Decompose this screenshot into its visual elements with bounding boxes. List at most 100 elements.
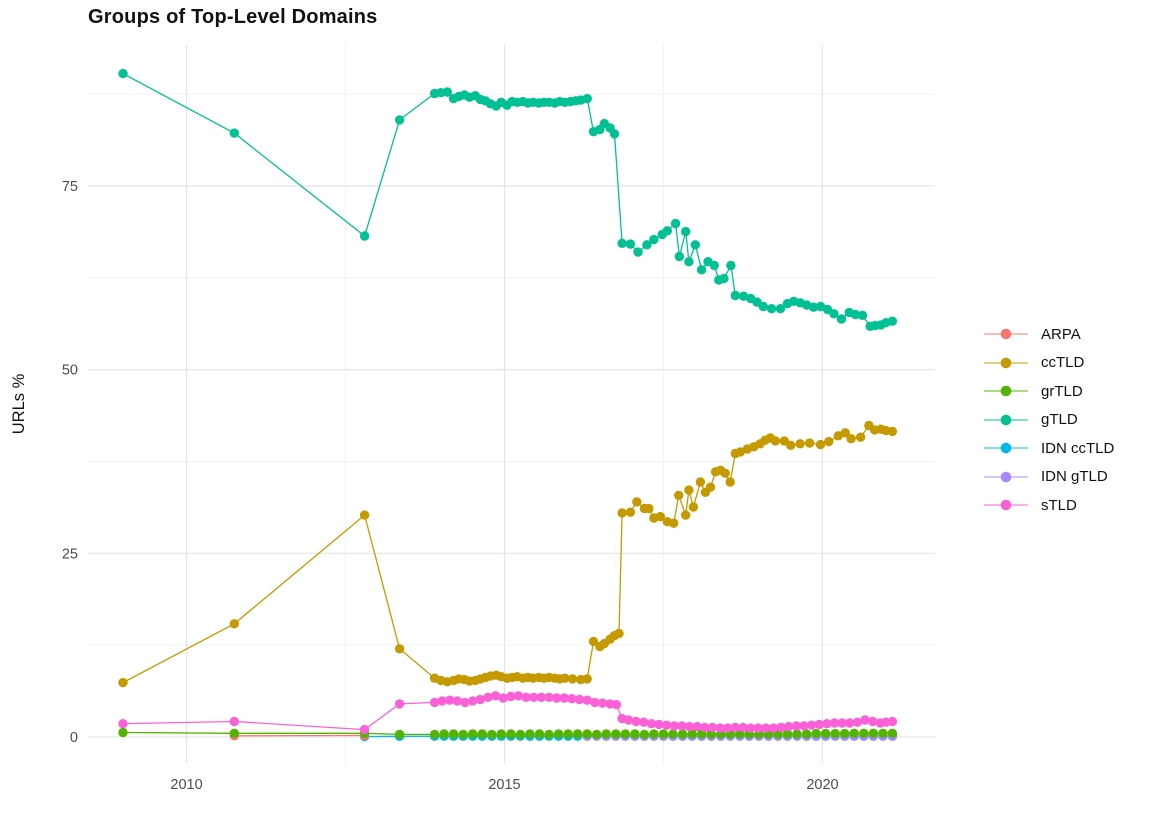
- data-point: [448, 729, 459, 739]
- x-tick-label: 2010: [170, 777, 202, 793]
- legend-item-ARPA: ARPA: [983, 320, 1114, 349]
- legend-item-ccTLD: ccTLD: [983, 349, 1114, 378]
- data-point: [720, 468, 730, 478]
- data-point: [521, 692, 531, 702]
- y-axis-title: URLs %: [10, 373, 28, 434]
- data-point: [632, 497, 642, 507]
- data-point: [850, 309, 861, 320]
- data-point: [684, 721, 695, 732]
- series-ARPA: [229, 730, 370, 741]
- data-point: [515, 729, 526, 740]
- data-point: [394, 699, 405, 709]
- data-point: [229, 128, 239, 138]
- legend-key-icon: [984, 499, 1028, 511]
- legend-label: IDN gTLD: [1041, 468, 1108, 486]
- data-point: [563, 729, 573, 739]
- data-point: [498, 693, 508, 703]
- data-point: [553, 729, 564, 739]
- series-line: [122, 695, 893, 731]
- data-point: [868, 728, 878, 738]
- data-point: [868, 716, 878, 727]
- data-point: [768, 723, 779, 733]
- data-point: [726, 260, 736, 271]
- series-line: [122, 424, 893, 684]
- data-point: [625, 239, 636, 249]
- data-point: [684, 257, 694, 267]
- legend-label: IDN ccTLD: [1041, 439, 1115, 457]
- data-point: [118, 68, 128, 79]
- data-point: [775, 304, 786, 314]
- data-point: [709, 260, 719, 271]
- data-point: [852, 717, 863, 727]
- data-point: [677, 721, 687, 731]
- legend-key-icon: [984, 442, 1028, 454]
- data-point: [786, 440, 796, 450]
- data-point: [229, 728, 239, 738]
- data-point: [687, 729, 697, 739]
- data-point: [536, 692, 547, 702]
- data-point: [696, 265, 707, 275]
- data-point: [808, 302, 819, 312]
- data-point: [695, 477, 706, 487]
- data-point: [359, 724, 370, 735]
- data-point: [658, 729, 669, 739]
- data-point: [592, 729, 602, 740]
- series-line: [122, 73, 893, 327]
- data-point: [840, 428, 850, 438]
- data-point: [815, 439, 826, 450]
- data-point: [394, 115, 405, 125]
- data-point: [559, 693, 569, 703]
- legend-label: ccTLD: [1041, 354, 1085, 372]
- data-point: [674, 490, 684, 500]
- data-point: [674, 251, 685, 262]
- data-point: [551, 693, 562, 703]
- data-point: [359, 231, 370, 241]
- data-point: [639, 729, 650, 740]
- data-point: [625, 507, 636, 517]
- data-point: [799, 721, 809, 731]
- data-point: [544, 692, 554, 702]
- data-point: [730, 722, 740, 733]
- data-point: [887, 316, 898, 326]
- data-point: [118, 719, 128, 729]
- data-point: [567, 694, 577, 704]
- data-point: [442, 87, 452, 97]
- data-point: [437, 696, 447, 706]
- data-point: [496, 729, 506, 739]
- data-point: [669, 721, 679, 731]
- data-point: [475, 694, 485, 705]
- legend-item-grTLD: grTLD: [983, 377, 1114, 406]
- data-point: [118, 677, 128, 688]
- chart-title: Groups of Top-Level Domains: [88, 6, 378, 28]
- data-point: [477, 729, 487, 739]
- legend-item-IDN-ccTLD: IDN ccTLD: [983, 434, 1114, 463]
- x-tick-label: 2015: [488, 777, 520, 793]
- data-point: [582, 695, 592, 705]
- data-point: [574, 694, 585, 705]
- data-point: [836, 314, 847, 324]
- data-point: [611, 699, 622, 710]
- data-point: [745, 723, 756, 733]
- data-point: [529, 692, 539, 702]
- data-point: [688, 502, 699, 512]
- legend-label: ARPA: [1041, 325, 1081, 343]
- data-point: [601, 729, 611, 739]
- data-point: [490, 691, 501, 701]
- data-point: [609, 129, 620, 139]
- data-point: [707, 722, 718, 733]
- data-point: [758, 301, 768, 312]
- data-point: [623, 715, 634, 725]
- data-point: [770, 436, 781, 446]
- data-point: [887, 716, 898, 727]
- legend-key-icon: [984, 328, 1028, 340]
- data-point: [359, 510, 370, 520]
- data-point: [468, 729, 478, 739]
- legend-label: grTLD: [1041, 382, 1083, 400]
- data-point: [649, 234, 659, 245]
- data-point: [560, 673, 570, 683]
- legend-key-icon: [984, 414, 1028, 426]
- data-point: [690, 240, 700, 250]
- data-point: [588, 636, 599, 647]
